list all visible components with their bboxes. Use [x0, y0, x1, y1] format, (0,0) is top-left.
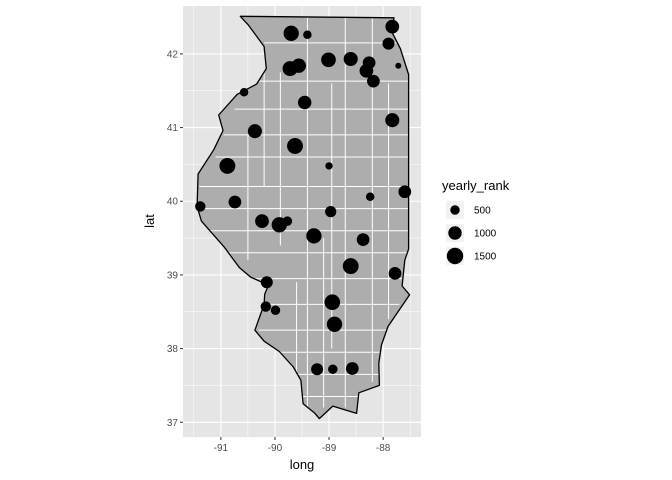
data-point [306, 228, 322, 244]
legend-symbol [450, 205, 460, 215]
data-point [385, 19, 400, 34]
data-point [255, 214, 269, 228]
data-point [326, 316, 343, 332]
legend-symbol [448, 226, 462, 240]
y-tick-label: 39 [167, 270, 179, 281]
data-point [195, 201, 206, 212]
data-point [365, 192, 375, 202]
legend: yearly_rank 500 1000 1500 [442, 178, 510, 265]
data-point [388, 267, 402, 280]
state-outline [196, 15, 411, 420]
data-point [239, 87, 249, 97]
state-fill [197, 16, 410, 419]
data-point [385, 113, 400, 128]
legend-title: yearly_rank [442, 178, 510, 193]
y-tick-label: 42 [167, 49, 179, 60]
data-point [325, 205, 337, 218]
data-point [343, 51, 358, 67]
data-point [283, 25, 299, 41]
data-point [359, 63, 374, 78]
y-axis-ticks: 37 38 39 40 41 42 [167, 49, 183, 429]
data-point [324, 294, 341, 310]
x-axis-ticks: -91 -90 -89 -88 [214, 437, 391, 454]
state-map [196, 15, 411, 420]
data-point [311, 363, 324, 376]
data-point [328, 364, 338, 374]
data-point [367, 74, 380, 88]
points-layer [195, 19, 412, 376]
data-point [356, 233, 370, 246]
legend-label: 1000 [474, 229, 497, 240]
y-tick-label: 38 [167, 344, 179, 355]
data-point [303, 30, 312, 39]
legend-symbol [446, 247, 464, 265]
y-axis-title: lat [142, 214, 157, 228]
legend-label: 1500 [474, 252, 497, 263]
y-tick-label: 37 [167, 418, 179, 429]
y-tick-label: 40 [167, 197, 179, 208]
data-point [345, 362, 359, 375]
x-axis-title: long [290, 457, 315, 472]
legend-label: 500 [474, 206, 491, 217]
x-tick-label: -89 [322, 443, 337, 454]
data-point [398, 185, 412, 199]
data-point [270, 305, 281, 316]
data-point [219, 157, 236, 174]
data-point [382, 37, 395, 50]
data-point [342, 258, 359, 275]
data-point [395, 62, 402, 69]
data-point [260, 301, 271, 312]
data-point [282, 61, 298, 77]
data-point [321, 52, 336, 68]
data-point [271, 217, 287, 233]
data-point [247, 124, 262, 139]
data-point [260, 276, 273, 289]
x-tick-label: -88 [376, 443, 391, 454]
x-tick-label: -91 [214, 443, 229, 454]
data-point [228, 195, 242, 209]
x-tick-label: -90 [268, 443, 283, 454]
y-tick-label: 41 [167, 123, 179, 134]
data-point [287, 138, 303, 154]
data-point [297, 95, 312, 110]
data-point [325, 162, 333, 170]
